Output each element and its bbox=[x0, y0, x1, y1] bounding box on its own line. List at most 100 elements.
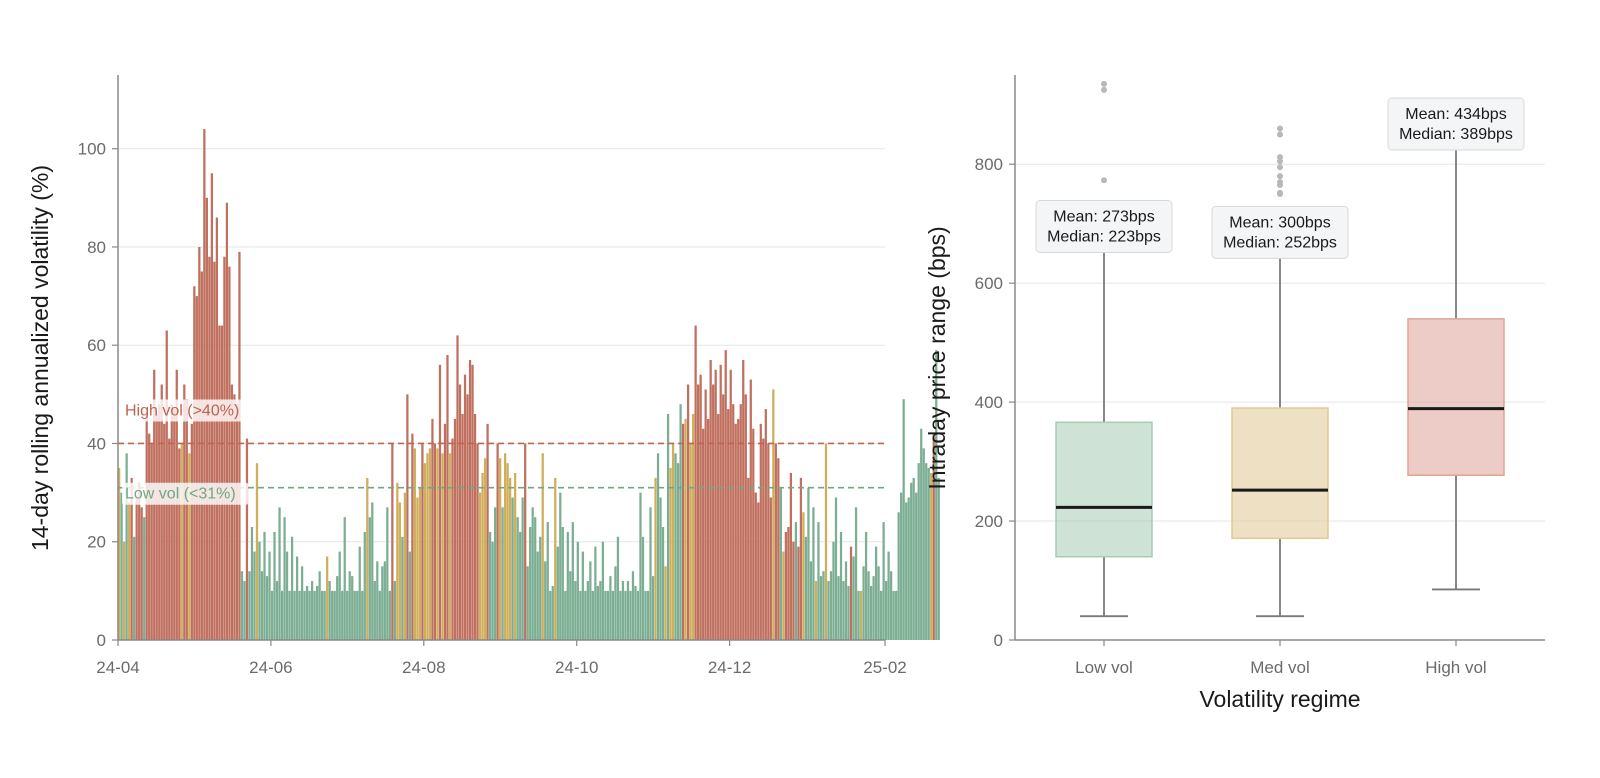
volatility-bar bbox=[787, 527, 790, 640]
outlier-point bbox=[1277, 131, 1283, 138]
outlier-point bbox=[1101, 80, 1107, 87]
volatility-bar bbox=[421, 443, 424, 640]
volatility-bar bbox=[411, 433, 414, 640]
volatility-bar bbox=[887, 551, 890, 640]
volatility-bar bbox=[413, 448, 417, 640]
volatility-bar bbox=[614, 566, 617, 640]
volatility-bar bbox=[195, 296, 198, 640]
volatility-bar bbox=[295, 556, 299, 640]
volatility-bar bbox=[852, 556, 855, 640]
volatility-bar bbox=[566, 531, 569, 640]
volatility-bar bbox=[541, 453, 544, 640]
volatility-bar bbox=[463, 374, 467, 640]
volatility-bar bbox=[920, 428, 923, 640]
outlier-point bbox=[1277, 158, 1283, 165]
volatility-bar bbox=[561, 527, 564, 640]
volatility-bar bbox=[912, 477, 915, 640]
volatility-bar bbox=[383, 561, 386, 640]
left-x-tick-label: 25-02 bbox=[863, 658, 906, 677]
volatility-bar bbox=[544, 561, 547, 640]
left-x-tick-label: 24-08 bbox=[402, 658, 445, 677]
volatility-bar bbox=[406, 394, 409, 640]
volatility-bar bbox=[208, 256, 211, 640]
right-x-tick-label: High vol bbox=[1425, 658, 1486, 677]
volatility-bar bbox=[809, 561, 813, 640]
volatility-bar bbox=[539, 536, 542, 640]
volatility-bar bbox=[328, 581, 331, 640]
stats-annotation-bg bbox=[1035, 199, 1173, 253]
volatility-bar bbox=[569, 571, 572, 640]
volatility-bar bbox=[238, 251, 241, 640]
volatility-bar bbox=[358, 546, 361, 640]
volatility-bar bbox=[764, 409, 767, 640]
volatility-bar bbox=[551, 585, 554, 640]
volatility-bar bbox=[516, 517, 519, 640]
volatility-bar bbox=[483, 458, 487, 640]
left-y-tick-label: 40 bbox=[87, 434, 106, 453]
volatility-bar bbox=[288, 590, 291, 640]
outlier-point bbox=[1101, 202, 1107, 209]
right-y-tick-label: 400 bbox=[975, 393, 1003, 412]
volatility-bar bbox=[140, 507, 143, 640]
volatility-bar bbox=[158, 404, 161, 640]
left-y-tick-label: 0 bbox=[97, 631, 106, 650]
volatility-bar bbox=[341, 590, 344, 640]
volatility-bar bbox=[145, 414, 148, 640]
volatility-bar bbox=[885, 581, 888, 640]
volatility-bar bbox=[799, 477, 803, 640]
volatility-bar bbox=[927, 468, 930, 640]
volatility-bar bbox=[807, 487, 810, 640]
volatility-bar bbox=[230, 384, 234, 640]
volatility-bar bbox=[461, 414, 464, 640]
volatility-bar bbox=[153, 369, 156, 640]
volatility-bar bbox=[844, 561, 848, 640]
volatility-bar bbox=[138, 482, 141, 640]
volatility-bar bbox=[872, 576, 875, 640]
volatility-bar bbox=[589, 561, 592, 640]
volatility-bar bbox=[671, 443, 675, 640]
right-x-tick-label: Low vol bbox=[1075, 658, 1133, 677]
volatility-bar bbox=[564, 590, 567, 640]
left-x-tick-label: 24-04 bbox=[96, 658, 139, 677]
volatility-bar bbox=[451, 438, 454, 640]
volatility-bar bbox=[752, 428, 755, 640]
volatility-bar bbox=[426, 453, 429, 640]
volatility-bar bbox=[356, 590, 359, 640]
volatility-bar bbox=[847, 585, 850, 640]
volatility-bar bbox=[546, 522, 549, 640]
volatility-bar bbox=[606, 590, 610, 640]
volatility-bar bbox=[446, 355, 449, 640]
volatility-bar bbox=[443, 423, 447, 640]
outlier-point bbox=[1101, 177, 1107, 184]
volatility-bar bbox=[175, 369, 178, 640]
volatility-bar bbox=[559, 492, 562, 640]
volatility-bar bbox=[727, 409, 730, 640]
volatility-bar bbox=[937, 477, 940, 640]
volatility-bar bbox=[742, 359, 745, 640]
volatility-bar bbox=[333, 590, 336, 640]
volatility-bar bbox=[792, 541, 795, 640]
volatility-bar bbox=[712, 384, 715, 640]
volatility-bar bbox=[253, 551, 256, 640]
right-x-axis-title: Volatility regime bbox=[1199, 686, 1360, 712]
threshold-label: High vol (>40%) bbox=[125, 402, 239, 419]
volatility-bar bbox=[255, 463, 259, 640]
right-gridlines bbox=[1015, 163, 1545, 522]
volatility-bar bbox=[316, 585, 319, 640]
volatility-bar bbox=[604, 590, 607, 640]
volatility-bar bbox=[857, 590, 860, 640]
volatility-bar bbox=[709, 359, 712, 640]
volatility-bar bbox=[744, 394, 747, 640]
volatility-bar bbox=[133, 536, 136, 640]
volatility-bar bbox=[910, 482, 913, 640]
volatility-bar bbox=[120, 492, 123, 640]
volatility-bar bbox=[183, 384, 186, 640]
volatility-bar bbox=[804, 536, 808, 640]
volatility-bar bbox=[275, 581, 279, 640]
volatility-bar bbox=[661, 527, 665, 640]
volatility-bar bbox=[318, 571, 321, 640]
left-x-tick-label: 24-12 bbox=[708, 658, 751, 677]
volatility-bar bbox=[669, 468, 672, 640]
volatility-bar bbox=[265, 576, 269, 640]
